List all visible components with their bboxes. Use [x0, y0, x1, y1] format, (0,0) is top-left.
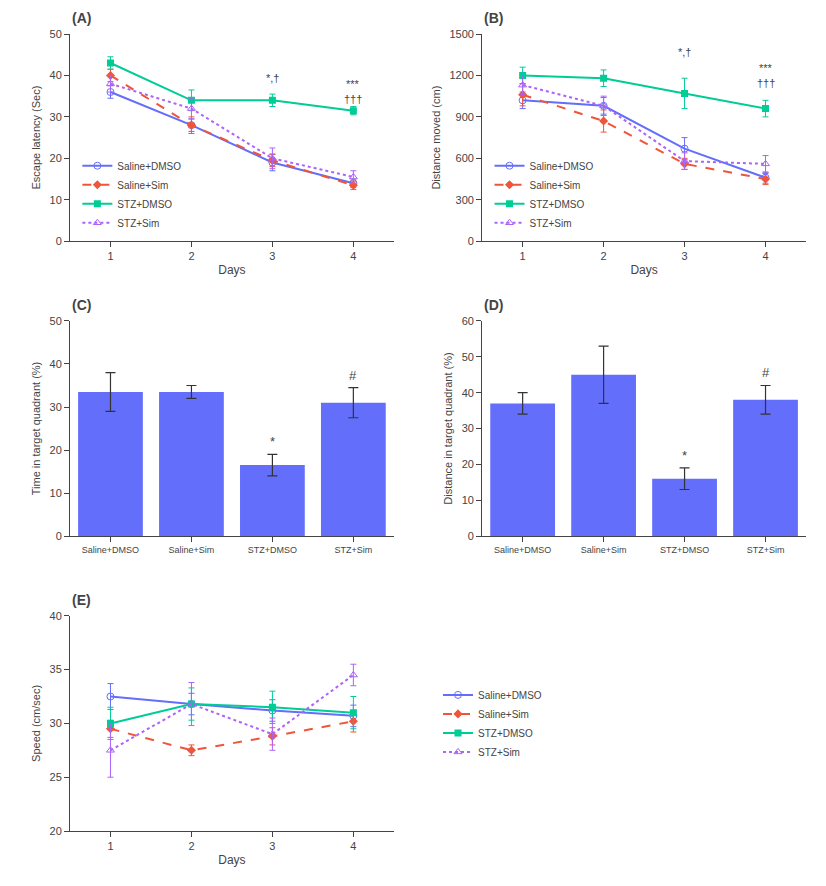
svg-text:Speed (cm/sec): Speed (cm/sec): [30, 685, 42, 762]
svg-text:STZ+Sim: STZ+Sim: [117, 218, 159, 229]
svg-text:Saline+DMSO: Saline+DMSO: [82, 545, 139, 555]
svg-text:Saline+Sim: Saline+Sim: [478, 709, 529, 720]
svg-text:STZ+Sim: STZ+Sim: [747, 545, 785, 555]
svg-text:20: 20: [50, 444, 62, 456]
svg-text:0: 0: [468, 235, 474, 247]
svg-text:*,†: *,†: [678, 46, 691, 58]
svg-text:40: 40: [50, 610, 62, 622]
svg-text:1: 1: [107, 840, 113, 852]
svg-text:40: 40: [50, 358, 62, 370]
svg-text:1: 1: [520, 250, 526, 262]
svg-text:4: 4: [350, 250, 356, 262]
svg-text:Days: Days: [218, 853, 245, 867]
svg-text:300: 300: [456, 194, 474, 206]
svg-text:*,†: *,†: [266, 72, 279, 84]
svg-text:STZ+Sim: STZ+Sim: [530, 218, 572, 229]
svg-text:STZ+DMSO: STZ+DMSO: [530, 199, 585, 210]
svg-text:(D): (D): [484, 297, 503, 313]
svg-text:Distance in target quadrant (%: Distance in target quadrant (%): [442, 352, 454, 504]
svg-text:Days: Days: [218, 263, 245, 277]
svg-text:2: 2: [601, 250, 607, 262]
svg-text:Saline+DMSO: Saline+DMSO: [478, 690, 542, 701]
svg-text:Saline+Sim: Saline+Sim: [117, 180, 168, 191]
svg-text:STZ+DMSO: STZ+DMSO: [248, 545, 297, 555]
svg-text:50: 50: [50, 28, 62, 40]
svg-text:Distance moved (cm): Distance moved (cm): [430, 86, 442, 190]
svg-text:1: 1: [107, 250, 113, 262]
svg-text:1200: 1200: [449, 69, 473, 81]
svg-text:4: 4: [762, 250, 768, 262]
svg-text:***: ***: [346, 78, 360, 90]
svg-text:3: 3: [681, 250, 687, 262]
svg-text:STZ+Sim: STZ+Sim: [478, 747, 520, 758]
svg-text:Saline+DMSO: Saline+DMSO: [530, 161, 594, 172]
svg-text:40: 40: [462, 387, 474, 399]
svg-text:Saline+Sim: Saline+Sim: [581, 545, 627, 555]
svg-text:Escape latency (Sec): Escape latency (Sec): [30, 86, 42, 190]
svg-text:Time in target quadrant (%): Time in target quadrant (%): [30, 362, 42, 495]
svg-text:(C): (C): [72, 297, 91, 313]
svg-text:30: 30: [50, 717, 62, 729]
svg-text:Saline+Sim: Saline+Sim: [530, 180, 581, 191]
svg-text:2: 2: [188, 840, 194, 852]
svg-text:Saline+DMSO: Saline+DMSO: [494, 545, 551, 555]
svg-text:30: 30: [50, 111, 62, 123]
svg-text:50: 50: [50, 315, 62, 327]
svg-text:2: 2: [188, 250, 194, 262]
svg-text:10: 10: [462, 494, 474, 506]
svg-text:900: 900: [456, 111, 474, 123]
svg-text:*: *: [270, 434, 275, 449]
svg-text:20: 20: [50, 152, 62, 164]
svg-text:50: 50: [462, 351, 474, 363]
svg-text:***: ***: [759, 62, 773, 74]
svg-text:3: 3: [269, 250, 275, 262]
svg-text:35: 35: [50, 663, 62, 675]
svg-text:Saline+Sim: Saline+Sim: [169, 545, 215, 555]
svg-text:10: 10: [50, 194, 62, 206]
svg-text:25: 25: [50, 771, 62, 783]
svg-text:30: 30: [462, 422, 474, 434]
svg-text:†††: †††: [757, 77, 775, 89]
svg-text:STZ+DMSO: STZ+DMSO: [660, 545, 709, 555]
svg-text:#: #: [349, 368, 357, 383]
svg-text:1500: 1500: [449, 28, 473, 40]
svg-text:4: 4: [350, 840, 356, 852]
svg-text:10: 10: [50, 487, 62, 499]
svg-text:40: 40: [50, 69, 62, 81]
svg-text:*: *: [682, 448, 687, 463]
svg-text:(A): (A): [72, 10, 91, 26]
svg-text:#: #: [762, 365, 770, 380]
svg-text:STZ+Sim: STZ+Sim: [334, 545, 372, 555]
svg-text:600: 600: [456, 152, 474, 164]
svg-text:20: 20: [50, 825, 62, 837]
svg-text:(B): (B): [484, 10, 503, 26]
svg-text:3: 3: [269, 840, 275, 852]
svg-text:0: 0: [56, 530, 62, 542]
svg-text:30: 30: [50, 401, 62, 413]
svg-text:(E): (E): [72, 592, 91, 608]
svg-text:60: 60: [462, 315, 474, 327]
svg-text:STZ+DMSO: STZ+DMSO: [117, 199, 172, 210]
svg-text:†††: †††: [344, 93, 362, 105]
svg-text:0: 0: [468, 530, 474, 542]
svg-text:Days: Days: [630, 263, 657, 277]
svg-text:20: 20: [462, 458, 474, 470]
svg-text:Saline+DMSO: Saline+DMSO: [117, 161, 181, 172]
svg-text:0: 0: [56, 235, 62, 247]
svg-text:STZ+DMSO: STZ+DMSO: [478, 728, 533, 739]
